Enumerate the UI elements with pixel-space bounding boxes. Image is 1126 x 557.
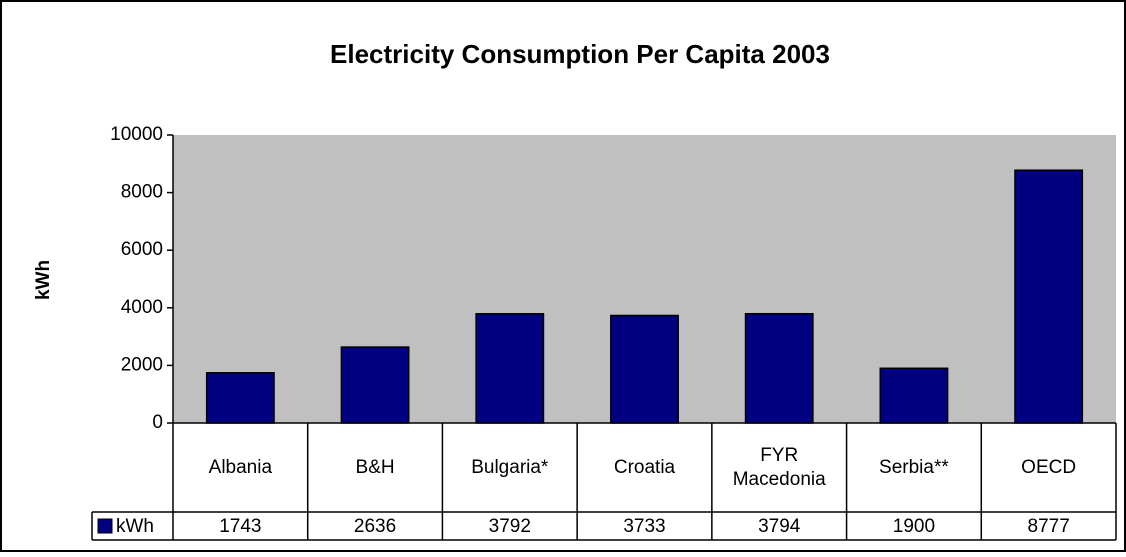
category-cell: Albania bbox=[208, 456, 273, 478]
x-tick-label: OECD bbox=[1021, 456, 1077, 478]
y-tick-label: 0 bbox=[152, 412, 163, 433]
chart-title: Electricity Consumption Per Capita 2003 bbox=[330, 39, 830, 69]
legend-swatch bbox=[97, 518, 113, 534]
category-cell: OECD bbox=[1021, 456, 1077, 478]
data-table-value: 8777 bbox=[1028, 516, 1070, 537]
x-tick-label: Bulgaria* bbox=[471, 456, 549, 478]
bar bbox=[879, 367, 949, 424]
y-tick-label: 2000 bbox=[121, 354, 163, 375]
x-tick-label: FYR Macedonia bbox=[732, 444, 826, 490]
x-tick-label: Croatia bbox=[613, 456, 676, 478]
category-cell: Serbia** bbox=[879, 456, 949, 478]
bar bbox=[744, 312, 814, 424]
bar bbox=[205, 372, 275, 424]
data-table-value: 3794 bbox=[758, 516, 801, 537]
y-tick-label: 10000 bbox=[110, 124, 163, 145]
data-table-value: 3733 bbox=[623, 516, 665, 537]
x-tick-label: B&H bbox=[355, 456, 395, 478]
y-axis-label: kWh bbox=[33, 260, 54, 300]
x-tick-label: Serbia** bbox=[879, 456, 949, 478]
data-table-value: 2636 bbox=[354, 516, 396, 537]
data-table-value: 3792 bbox=[489, 516, 531, 537]
y-tick-label: 6000 bbox=[121, 239, 163, 260]
y-tick-label: 4000 bbox=[121, 297, 163, 318]
x-tick-label: Albania bbox=[208, 456, 273, 478]
category-cell: FYR Macedonia bbox=[732, 444, 826, 490]
category-cell: Bulgaria* bbox=[471, 456, 549, 478]
y-tick-label: 8000 bbox=[121, 182, 163, 203]
bar bbox=[475, 313, 545, 424]
bar bbox=[610, 314, 679, 424]
data-table-value: 1900 bbox=[893, 516, 935, 537]
category-cell: Croatia bbox=[613, 456, 676, 478]
legend-label: kWh bbox=[116, 516, 154, 537]
category-cell: B&H bbox=[355, 456, 395, 478]
bar bbox=[1014, 169, 1084, 424]
bar bbox=[340, 346, 410, 424]
data-table-value: 1743 bbox=[219, 516, 261, 537]
